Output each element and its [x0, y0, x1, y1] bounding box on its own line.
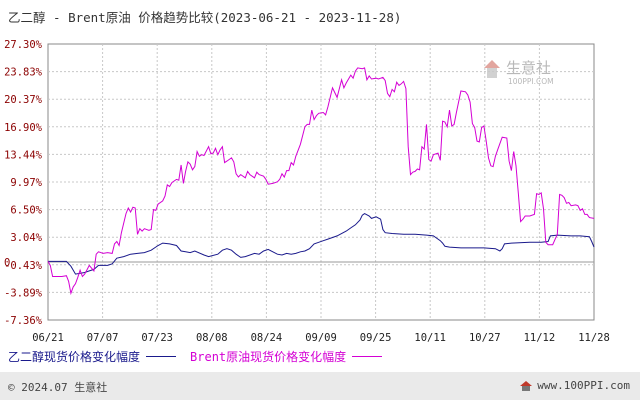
- x-tick-label: 10/11: [414, 332, 446, 344]
- y-tick-label: 23.83%: [4, 67, 43, 79]
- y-tick-label-zero: 0: [4, 257, 10, 269]
- y-tick-label: 3.04%: [10, 232, 42, 244]
- legend-label-series2: Brent原油现货价格变化幅度: [190, 350, 347, 364]
- series-ethylene-glycol-line: [48, 213, 595, 275]
- chart-title: 乙二醇 - Brent原油 价格趋势比较(2023-06-21 - 2023-1…: [8, 10, 402, 25]
- x-tick-label: 11/12: [524, 332, 556, 344]
- y-tick-label: 13.44%: [4, 149, 43, 161]
- x-axis-labels: 06/21 07/07 07/23 08/08 08/24 09/09 09/25 10/11…: [32, 332, 610, 344]
- y-tick-label: 16.90%: [4, 122, 43, 134]
- y-tick-label: 20.37%: [4, 94, 43, 106]
- x-tick-label: 09/25: [360, 332, 392, 344]
- chart-svg: 27.30% 23.83% 20.37% 16.90% 13.44% 9.97% 6.50%…: [4, 39, 610, 344]
- y-axis-labels: 27.30% 23.83% 20.37% 16.90% 13.44% 9.97% 6.50%…: [4, 39, 43, 327]
- y-tick-label: -0.43%: [4, 260, 43, 272]
- y-tick-label: -3.89%: [4, 287, 43, 299]
- vertical-gridlines: [102, 44, 540, 320]
- x-tick-label: 11/28: [578, 332, 610, 344]
- legend: 乙二醇现货价格变化幅度 Brent原油现货价格变化幅度: [8, 348, 388, 365]
- x-tick-label: 08/08: [196, 332, 228, 344]
- legend-swatch-series2: [352, 356, 383, 357]
- legend-swatch-series1: [146, 356, 177, 357]
- house-icon: [484, 60, 500, 78]
- x-tick-label: 09/09: [305, 332, 337, 344]
- legend-label-series1: 乙二醇现货价格变化幅度: [8, 350, 141, 364]
- y-tick-label: 6.50%: [10, 205, 42, 217]
- y-tick-label: 27.30%: [4, 39, 43, 51]
- y-tick-label: -7.36%: [4, 315, 43, 327]
- x-tick-label: 10/27: [469, 332, 501, 344]
- footer-copyright: © 2024.07 生意社: [8, 381, 108, 394]
- footer-bar: © 2024.07 生意社 www.100PPI.com: [0, 372, 640, 400]
- series-brent-line: [47, 67, 595, 296]
- x-tick-label: 06/21: [32, 332, 64, 344]
- x-tick-label: 07/07: [87, 332, 119, 344]
- x-tick-label: 08/24: [251, 332, 283, 344]
- footer-site-link[interactable]: www.100PPI.com: [537, 379, 630, 392]
- y-tick-label: 9.97%: [10, 177, 42, 189]
- watermark-url: 100PPI.COM: [508, 77, 554, 86]
- house-icon: [520, 380, 533, 391]
- x-tick-label: 07/23: [141, 332, 173, 344]
